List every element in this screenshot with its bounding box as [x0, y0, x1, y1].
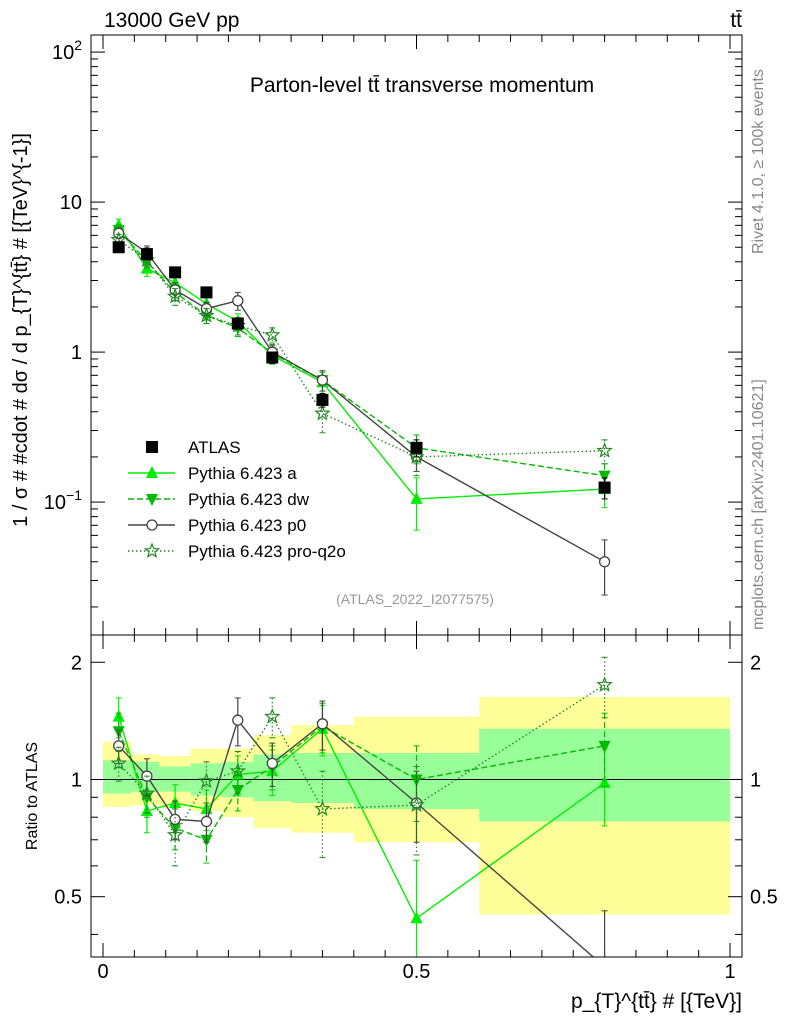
- series-line-a: [118, 224, 605, 500]
- data-point-dw: [231, 784, 244, 797]
- ratio-plot-panel: 0.5 0.5 1 1 2 2 0 0.5 1: [54, 634, 778, 983]
- legend: ATLAS Pythia 6.423 a Pythia 6.423 dw Pythia…: [128, 438, 346, 561]
- ratio-plot-axes: 0.5 0.5 1 1 2 2 0 0.5 1: [54, 635, 778, 983]
- data-point-data: [140, 248, 153, 261]
- data-point-data: [266, 351, 279, 364]
- x-tick-label: 0: [97, 961, 108, 983]
- data-point-data: [200, 286, 213, 299]
- y-tick-label-exponent: −1: [66, 487, 82, 503]
- legend-marker-proq2o: [143, 542, 161, 559]
- data-point-a: [410, 491, 423, 504]
- data-point-data: [112, 241, 125, 254]
- legend-label-dw: Pythia 6.423 dw: [188, 490, 310, 509]
- data-point-p0: [316, 374, 329, 386]
- main-y-axis-label-text: 1 / σ # #cdot # dσ / d p_{T}^{tt̄} # [{T…: [10, 133, 32, 527]
- x-tick-label: 0.5: [403, 961, 431, 983]
- ratio-y-tick-label-left: 0.5: [54, 887, 82, 909]
- data-point-proq2o: [110, 754, 127, 771]
- series-line-proq2o: [118, 239, 605, 458]
- y-tick-label-exponent: 2: [74, 37, 82, 53]
- data-point-p0: [200, 815, 213, 828]
- x-axis-label: p_{T}^{tt̄} # [{TeV}]: [571, 990, 742, 1013]
- data-point-data: [169, 266, 182, 279]
- legend-label-p0: Pythia 6.423 p0: [188, 516, 306, 535]
- data-point-proq2o: [198, 772, 215, 789]
- data-point-proq2o: [408, 796, 425, 813]
- legend-marker-data: [146, 441, 158, 453]
- data-point-dw: [598, 470, 611, 483]
- data-point-data: [231, 317, 244, 330]
- inner-uncertainty-band: [291, 752, 354, 804]
- data-point-p0: [598, 556, 611, 568]
- main-plot-panel: Parton-level tt̄ transverse momentum (AT…: [44, 34, 743, 636]
- data-point-data: [316, 393, 329, 406]
- data-point-proq2o: [264, 326, 281, 343]
- data-point-proq2o: [596, 442, 613, 458]
- data-point-proq2o: [198, 306, 215, 323]
- x-tick-label: 1: [724, 961, 735, 983]
- data-point-a: [410, 911, 423, 924]
- main-plot-data: [110, 218, 613, 596]
- data-point-proq2o: [314, 404, 331, 421]
- ratio-plot-frame: [90, 634, 743, 958]
- ratio-y-tick-label-right: 1: [750, 769, 761, 791]
- data-point-proq2o: [596, 676, 613, 692]
- ratio-y-tick-label-left: 1: [71, 769, 82, 791]
- inner-uncertainty-band: [103, 760, 132, 794]
- ratio-y-tick-label-left: 2: [71, 652, 82, 674]
- data-point-proq2o: [138, 784, 156, 801]
- mcplots-reference-label: mcplots.cern.ch [arXiv:2401.10621]: [750, 379, 767, 630]
- data-point-proq2o: [229, 762, 247, 779]
- ratio-plot-data: [110, 656, 613, 957]
- data-point-p0: [232, 295, 244, 307]
- data-point-p0: [169, 813, 181, 825]
- ratio-series-group: [110, 656, 613, 957]
- data-point-p0: [266, 757, 278, 770]
- legend-marker-a: [146, 466, 158, 478]
- y-tick-label: 102: [52, 37, 82, 64]
- data-point-proq2o: [408, 448, 425, 464]
- legend-label-a: Pythia 6.423 a: [188, 464, 297, 483]
- data-point-proq2o: [166, 826, 184, 843]
- y-tick-label: 1: [71, 342, 82, 364]
- data-point-proq2o: [264, 707, 281, 724]
- data-point-p0: [316, 718, 329, 730]
- y-tick-label: 10: [60, 192, 82, 214]
- series-line-dw: [118, 725, 605, 841]
- y-tick-label: 10−1: [44, 487, 82, 514]
- main-plot-axes: 10−1 1 10 102: [44, 35, 742, 635]
- header-process-label: tt̄: [730, 9, 742, 32]
- ratio-y-tick-label-right: 0.5: [750, 887, 778, 909]
- ratio-y-tick-label-right: 2: [750, 652, 761, 674]
- header-energy-label: 13000 GeV pp: [104, 9, 239, 32]
- legend-label-data: ATLAS: [188, 438, 241, 457]
- data-point-data: [598, 481, 611, 494]
- legend-label-proq2o: Pythia 6.423 pro-q2o: [188, 542, 346, 561]
- data-point-proq2o: [314, 800, 331, 816]
- series-line-p0: [118, 232, 605, 563]
- data-point-data: [410, 441, 423, 454]
- legend-marker-p0: [146, 519, 158, 531]
- x-axis-label-text: p_{T}^{tt̄} # [{TeV}]: [571, 990, 742, 1013]
- data-point-dw: [598, 740, 611, 753]
- data-point-p0: [232, 714, 244, 726]
- rivet-version-label: Rivet 4.1.0, ≥ 100k events: [750, 69, 767, 254]
- ratio-y-axis-label: Ratio to ATLAS: [24, 742, 41, 850]
- legend-marker-dw: [146, 494, 158, 506]
- plot-title: Parton-level tt̄ transverse momentum: [250, 74, 594, 97]
- data-point-proq2o: [166, 287, 184, 304]
- main-y-axis-label: 1 / σ # #cdot # dσ / d p_{T}^{tt̄} # [{T…: [10, 133, 32, 527]
- data-point-p0: [113, 740, 125, 752]
- analysis-watermark: (ATLAS_2022_I2077575): [336, 591, 494, 607]
